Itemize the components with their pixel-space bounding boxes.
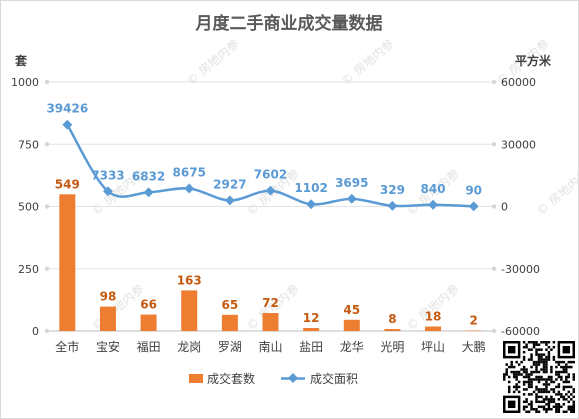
- right-tick-label: 0: [501, 201, 508, 214]
- watermark-text: © 房地内参: [88, 281, 147, 334]
- bar: [221, 314, 238, 331]
- line-data-label: 6832: [132, 169, 165, 183]
- bar-data-label: 8: [388, 312, 396, 326]
- watermark-text: © 房地内参: [533, 166, 578, 219]
- left-tick-label: 500: [18, 201, 39, 214]
- chart-title: 月度二手商业成交量数据: [195, 13, 383, 34]
- line-point: [62, 119, 73, 130]
- bar-data-label: 45: [343, 303, 360, 317]
- left-axis-tick-marker: [44, 142, 50, 147]
- line-point: [387, 200, 398, 211]
- legend-line-label: 成交面积: [310, 371, 358, 386]
- right-axis-tick-marker: [491, 328, 497, 334]
- bar: [140, 314, 157, 331]
- bar-data-label: 549: [55, 177, 80, 191]
- left-axis-unit: 套: [14, 53, 28, 68]
- bar: [303, 328, 320, 331]
- legend-bar-swatch: [189, 374, 203, 383]
- category-label: 大鹏: [462, 340, 486, 354]
- right-axis-tick-marker: [491, 266, 497, 271]
- line-point: [346, 193, 357, 204]
- bar-data-label: 65: [222, 298, 239, 312]
- line-data-label: 2927: [213, 177, 246, 191]
- line-data-labels: 39426 7333 6832 8675 2927 7602 1102 3695 329 840 9…: [46, 102, 482, 198]
- watermark-text: © 房地内参: [338, 36, 397, 89]
- category-label: 龙华: [340, 340, 364, 354]
- bar-data-label: 12: [303, 311, 320, 325]
- line-point: [224, 195, 235, 206]
- left-tick-label: 1000: [11, 76, 39, 89]
- bar: [425, 326, 442, 331]
- category-label: 南山: [258, 339, 282, 354]
- line-data-label: 3695: [335, 176, 368, 190]
- watermark-text: © 房地内参: [183, 36, 242, 89]
- line-series: [62, 119, 479, 212]
- line-point: [103, 186, 113, 197]
- left-tick-label: 0: [32, 325, 39, 338]
- bar: [99, 306, 116, 331]
- right-tick-label: -60000: [501, 325, 540, 338]
- watermark-text: © 房地内参: [403, 281, 462, 334]
- line-data-label: 90: [465, 183, 482, 197]
- line-data-label: 39426: [46, 102, 88, 116]
- right-axis-ticks: -60000 -30000 0 30000 60000: [501, 76, 540, 338]
- right-axis-tick-marker: [491, 204, 497, 209]
- bar-data-label: 2: [470, 314, 478, 328]
- legend: 成交套数 成交面积: [189, 371, 358, 386]
- bar: [384, 329, 401, 331]
- bar: [262, 313, 279, 331]
- left-tick-label: 750: [18, 138, 39, 151]
- left-axis-tick-marker: [44, 328, 50, 334]
- category-label: 全市: [55, 339, 79, 354]
- bar: [59, 194, 76, 331]
- category-label: 盐田: [299, 340, 323, 354]
- legend-bar-label: 成交套数: [207, 371, 255, 386]
- line-point: [265, 185, 276, 196]
- bar-data-label: 66: [140, 298, 157, 312]
- bar-data-labels: 549 98 66 163 65 72 12 45 8 18 2: [55, 177, 478, 327]
- left-axis-tick-marker: [44, 266, 50, 271]
- category-label: 罗湖: [218, 339, 242, 354]
- left-axis-tick-marker: [44, 204, 50, 209]
- left-axis-ticks: 0 250 500 750 1000: [11, 76, 39, 338]
- category-label: 龙岗: [177, 340, 201, 354]
- bar-data-label: 72: [262, 296, 279, 310]
- left-tick-label: 250: [18, 263, 39, 276]
- line-point: [143, 187, 154, 198]
- category-label: 宝安: [96, 339, 120, 354]
- line-point: [428, 199, 438, 210]
- left-axis-tick-marker: [44, 79, 50, 85]
- bar-data-label: 18: [425, 310, 442, 324]
- category-label: 福田: [137, 339, 161, 354]
- bar-series: [59, 194, 482, 331]
- line-point: [306, 199, 317, 210]
- line-data-label: 7602: [254, 168, 287, 182]
- line-point: [184, 183, 195, 194]
- line-data-label: 840: [421, 182, 446, 196]
- bar-data-label: 98: [100, 290, 117, 304]
- line-data-label: 329: [380, 183, 405, 197]
- qr-code: [503, 341, 575, 413]
- category-label: 坪山: [421, 340, 445, 354]
- right-tick-label: 60000: [501, 76, 536, 89]
- right-axis-unit: 平方米: [515, 53, 552, 68]
- bar: [343, 319, 360, 331]
- category-label: 光明: [380, 340, 404, 354]
- category-labels: 全市 宝安 福田 龙岗 罗湖 南山 盐田 龙华 光明 坪山 大鹏: [55, 339, 485, 354]
- line-data-label: 7333: [91, 168, 124, 182]
- right-tick-label: -30000: [501, 263, 540, 276]
- bar-data-label: 163: [177, 273, 202, 287]
- bar: [181, 290, 198, 331]
- line-data-label: 1102: [294, 181, 327, 195]
- right-axis-tick-marker: [491, 142, 497, 147]
- line-point: [468, 201, 479, 212]
- right-tick-label: 30000: [501, 138, 536, 151]
- right-axis-tick-marker: [491, 79, 497, 85]
- legend-line-marker: [288, 373, 298, 383]
- line-data-label: 8675: [173, 165, 206, 179]
